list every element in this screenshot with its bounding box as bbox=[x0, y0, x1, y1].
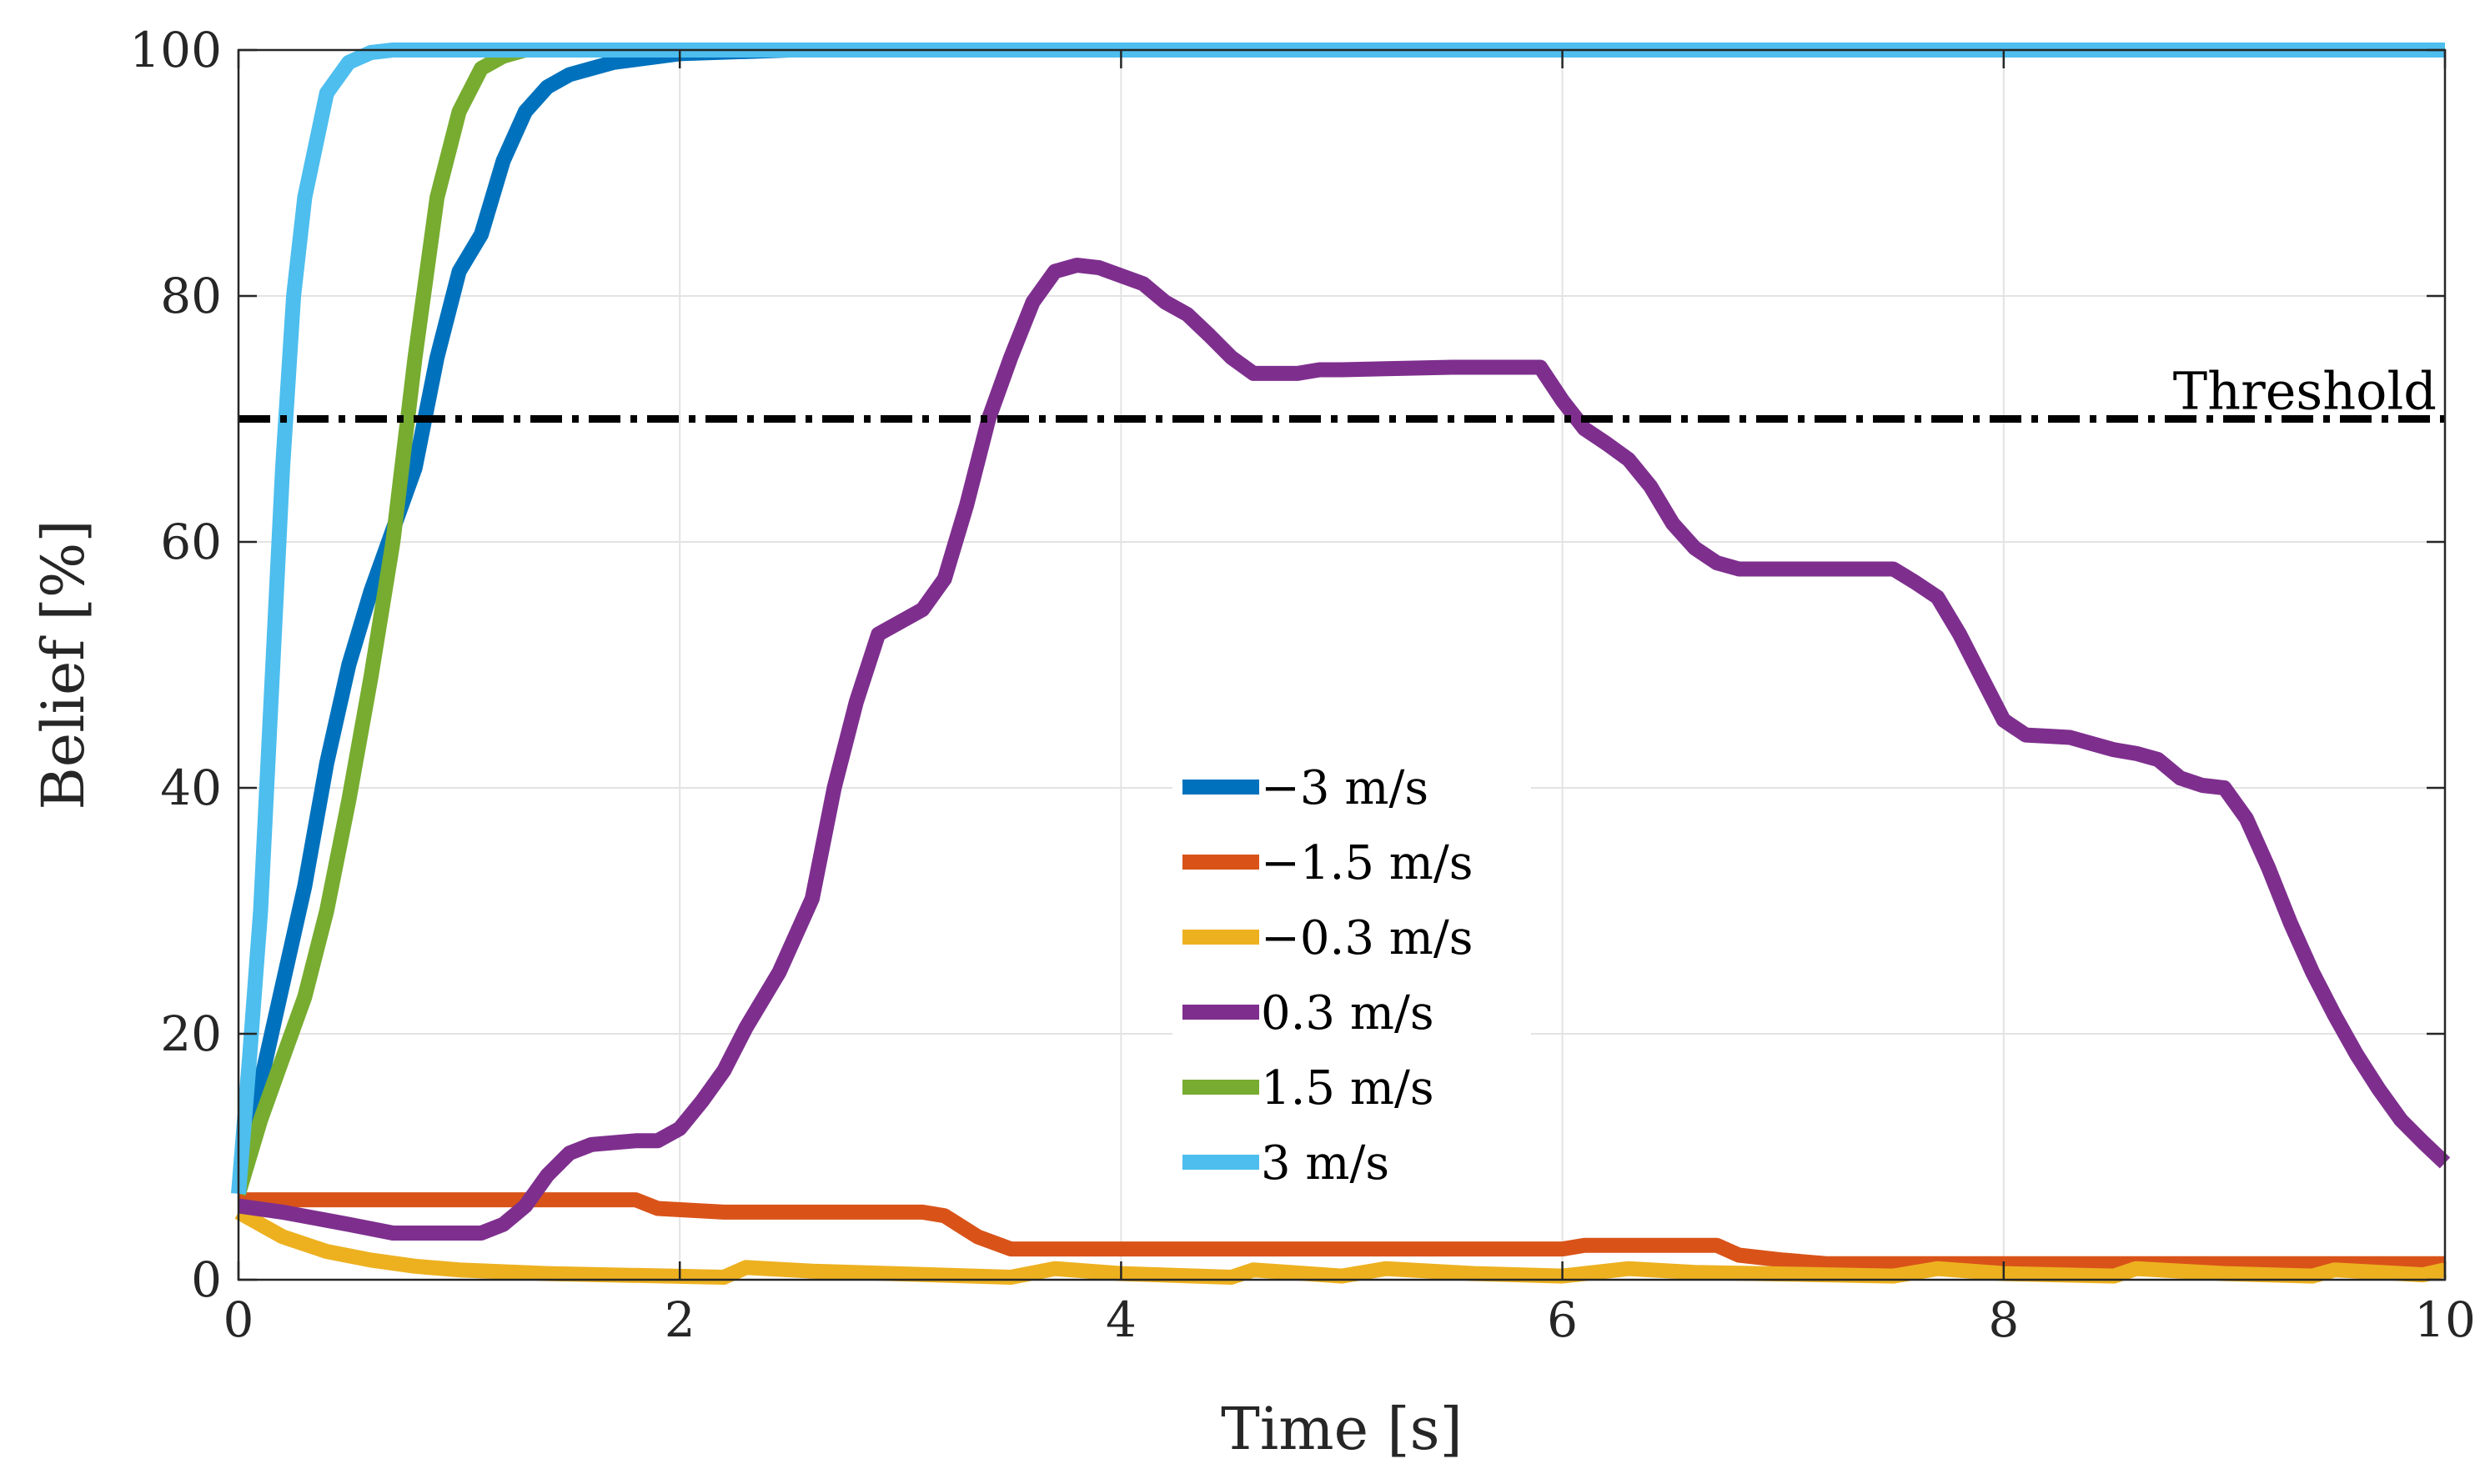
y-tick-label: 40 bbox=[160, 760, 222, 816]
x-tick-label: 6 bbox=[1547, 1291, 1578, 1348]
y-tick-label: 60 bbox=[160, 514, 222, 570]
y-tick-label: 20 bbox=[160, 1005, 222, 1062]
series-line-4 bbox=[231, 43, 2445, 1196]
y-tick-label: 100 bbox=[129, 22, 222, 78]
legend-label-1: −1.5 m/s bbox=[1261, 836, 1473, 890]
series-line-0 bbox=[231, 43, 2445, 1196]
legend-label-2: −0.3 m/s bbox=[1261, 911, 1473, 965]
legend-label-0: −3 m/s bbox=[1261, 761, 1428, 815]
y-axis-title: Belief [%] bbox=[29, 519, 98, 810]
legend: −3 m/s −1.5 m/s −0.3 m/s 0.3 m/s 1.5 m/s 3 m/… bbox=[1172, 747, 1531, 1211]
series-line-3 bbox=[237, 258, 2451, 1241]
y-tick-label: 80 bbox=[160, 268, 222, 324]
threshold-layer: Threshold bbox=[238, 361, 2445, 423]
y-tick-label: 0 bbox=[191, 1251, 222, 1308]
legend-label-5: 3 m/s bbox=[1261, 1136, 1389, 1191]
x-tick-label: 2 bbox=[665, 1291, 695, 1348]
x-tick-label: 8 bbox=[1988, 1291, 2019, 1348]
series-line-5 bbox=[231, 43, 2445, 1195]
plot-frame bbox=[237, 48, 2447, 1281]
x-tick-label: 0 bbox=[223, 1291, 254, 1348]
legend-label-3: 0.3 m/s bbox=[1261, 986, 1434, 1040]
x-tick-label: 4 bbox=[1106, 1291, 1137, 1348]
series-line-2 bbox=[234, 1206, 2447, 1285]
legend-box bbox=[1172, 747, 1531, 1211]
threshold-label: Threshold bbox=[2173, 361, 2437, 422]
series-layer bbox=[231, 43, 2451, 1285]
legend-label-4: 1.5 m/s bbox=[1261, 1061, 1434, 1116]
x-axis-title: Time [s] bbox=[1221, 1395, 1463, 1463]
x-tick-label: 10 bbox=[2414, 1291, 2476, 1348]
series-line-1 bbox=[238, 1192, 2445, 1271]
